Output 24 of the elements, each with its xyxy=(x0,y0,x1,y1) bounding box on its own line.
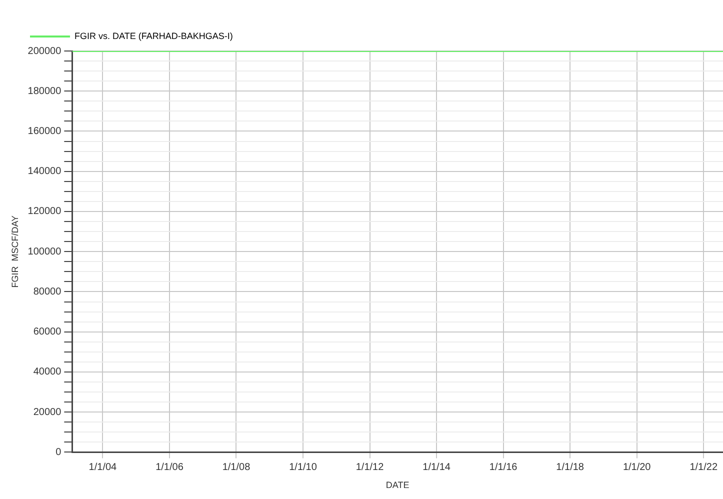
y-tick-label: 100000 xyxy=(28,246,62,258)
x-tick-label: 1/1/06 xyxy=(156,462,184,473)
x-tick-label: 1/1/08 xyxy=(222,462,251,473)
y-tick-label: 120000 xyxy=(28,206,62,218)
x-tick-label: 1/1/14 xyxy=(422,462,451,473)
x-tick-label: 1/1/22 xyxy=(690,462,718,473)
y-tick-label: 20000 xyxy=(33,406,62,418)
y-tick-label: 140000 xyxy=(28,166,62,178)
x-tick-label: 1/1/04 xyxy=(88,462,118,473)
x-tick-label: 1/1/16 xyxy=(489,462,518,473)
legend-label: FGIR vs. DATE (FARHAD-BAKHGAS-I) xyxy=(74,30,233,41)
y-axis-title: FGIR MSCF/DAY xyxy=(10,215,20,288)
x-axis-title: DATE xyxy=(386,480,410,490)
x-tick-label: 1/1/20 xyxy=(622,462,652,473)
y-tick-label: 40000 xyxy=(33,366,62,378)
y-tick-label: 180000 xyxy=(28,86,62,97)
y-tick-label: 0 xyxy=(56,446,62,458)
y-tick-label: 60000 xyxy=(33,326,62,338)
y-tick-label: 200000 xyxy=(28,46,62,57)
x-tick-label: 1/1/12 xyxy=(356,462,384,473)
x-tick-label: 1/1/10 xyxy=(289,462,318,473)
x-tick-label: 1/1/18 xyxy=(556,462,584,473)
y-tick-label: 80000 xyxy=(33,286,62,298)
y-tick-label: 160000 xyxy=(28,126,62,137)
